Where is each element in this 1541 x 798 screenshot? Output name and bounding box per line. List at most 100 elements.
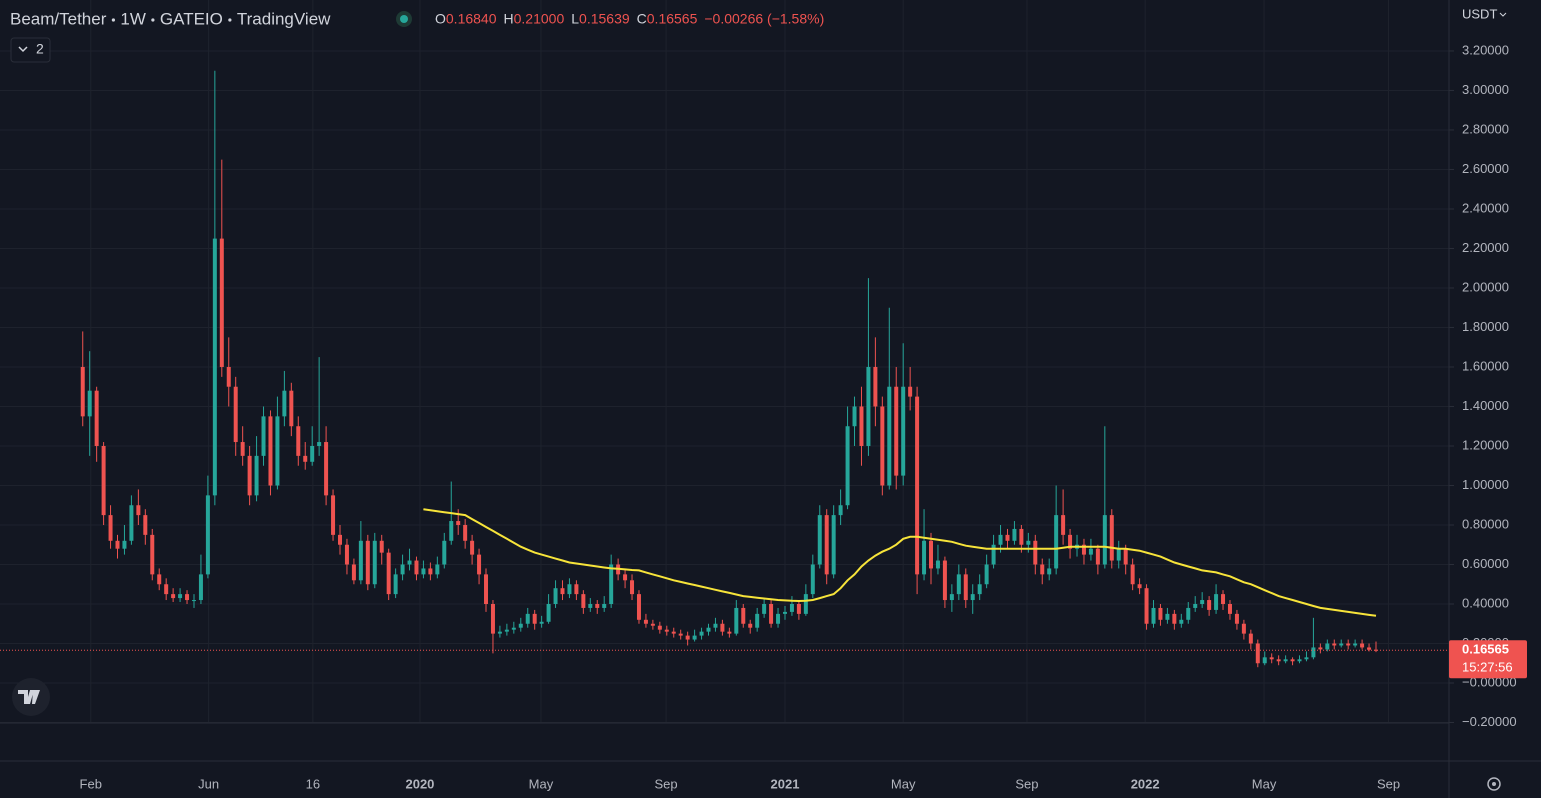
candle-body [205,495,210,575]
candle-body [1130,564,1135,585]
candle-body [922,540,927,575]
candle-body [1144,588,1149,624]
candle-body [108,515,113,541]
candle-body [470,540,475,555]
tv-logo[interactable] [12,678,50,716]
candle-body [338,534,343,545]
candle-body [678,633,683,636]
candle-body [929,540,934,569]
candle-body [949,594,954,601]
candle-body [136,505,141,516]
candle-body [1339,643,1344,646]
legend-key: H [504,11,514,27]
candle-body [1019,528,1024,545]
candle-body [310,445,315,462]
candle-body [734,607,739,634]
candle-body [664,629,669,632]
x-tick-label: Sep [655,776,678,791]
candle-body [400,564,405,575]
candle-body [219,238,224,367]
status-dot [400,15,408,23]
candle-body [1227,603,1232,614]
candle-body [421,568,426,575]
candle-body [831,515,836,575]
y-tick-label: 2.20000 [1462,240,1509,255]
candle-body [331,495,336,535]
currency-chevron [1499,12,1507,17]
candle-body [532,613,537,624]
candle-body [1012,528,1017,541]
candle-body [762,603,767,614]
candle-body [268,416,273,486]
x-tick-label: May [1252,776,1277,791]
candle-body [1095,548,1100,565]
candle-body [692,635,697,640]
candle-body [1290,659,1295,662]
y-tick-label: 0.60000 [1462,556,1509,571]
candle-body [546,603,551,622]
candle-body [386,552,391,595]
candle-body [803,594,808,614]
candle-body [650,623,655,626]
candle-body [560,588,565,595]
candle-body [574,584,579,595]
axes: 3.20000 3.00000 2.80000 2.60000 2.40000 2.200… [80,42,1527,791]
candle-body [456,521,461,525]
candle-body [748,623,753,628]
candle-body [894,386,899,476]
candle-body [240,442,245,456]
candle-body [358,540,363,581]
candle-body [1109,515,1114,561]
candle-body [810,564,815,595]
separator-dot [151,18,155,22]
candle-body [588,603,593,608]
candle-body [497,631,502,634]
separator-dot [111,18,115,22]
settings[interactable] [1487,777,1501,791]
candle-body [727,631,732,634]
candle-body [233,386,238,443]
candle-body [1318,647,1323,650]
candle-body [699,631,704,636]
candle-body [977,584,982,595]
candle-body [685,635,690,640]
candle-body [942,560,947,601]
candle-body [915,396,920,575]
candle-body [845,426,850,506]
x-tick-label: Sep [1015,776,1038,791]
candle-body [657,625,662,630]
candle-body [372,540,377,585]
candle-body [1165,613,1170,620]
candle-body [935,560,940,569]
moving-average [423,508,1377,617]
candle-body [1269,657,1274,660]
candle-body [630,580,635,595]
candle-body [365,540,370,585]
currency[interactable]: USDT [1462,6,1497,21]
candle-body [789,603,794,612]
candle-body [407,560,412,565]
candle-body [1241,623,1246,634]
legend-value: 0.16565 [647,11,698,27]
candle-body [150,534,155,575]
indicator-toggle[interactable] [10,37,51,63]
candle-body [157,574,162,585]
candle-body [963,574,968,601]
candle-body [623,574,628,581]
candle-body [1186,607,1191,620]
candle-body [282,390,287,417]
candle-body [414,560,419,575]
candle-body [1193,603,1198,608]
candle-body [351,564,356,581]
separator-dot [228,18,232,22]
plot [0,70,1449,668]
candle-body [880,406,885,486]
candle-body [567,584,572,595]
candle-body [1137,584,1142,589]
x-tick-label: Sep [1377,776,1400,791]
candle-body [477,554,482,575]
candle-body [1054,515,1059,569]
candle-body [344,544,349,565]
candle-body [428,568,433,575]
